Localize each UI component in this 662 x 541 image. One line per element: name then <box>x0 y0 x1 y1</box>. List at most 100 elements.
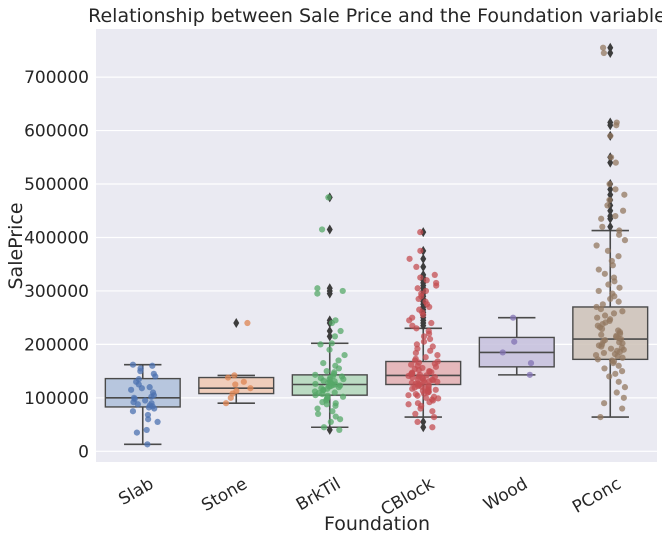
data-point <box>129 361 137 368</box>
data-point <box>224 374 232 381</box>
data-point <box>341 351 348 359</box>
data-point <box>332 400 339 407</box>
data-point <box>527 360 535 367</box>
data-point <box>615 362 622 369</box>
y-tick-label: 100000 <box>24 389 89 409</box>
data-point <box>412 355 419 362</box>
data-point <box>618 368 626 375</box>
points-brktil <box>311 194 348 434</box>
data-point <box>233 387 240 395</box>
data-point <box>433 279 440 287</box>
y-tick-label: 600000 <box>24 122 89 142</box>
data-point <box>339 393 347 400</box>
data-point <box>154 418 161 426</box>
data-point <box>606 316 614 323</box>
data-point <box>430 393 438 400</box>
data-point <box>327 418 334 426</box>
data-point <box>614 347 621 354</box>
data-point <box>607 345 615 352</box>
data-point <box>332 413 339 420</box>
data-point <box>244 319 251 327</box>
data-point <box>331 333 339 340</box>
data-point <box>615 327 622 334</box>
data-point <box>412 410 419 417</box>
data-point <box>604 202 611 209</box>
data-point <box>616 284 623 291</box>
data-point <box>429 408 436 415</box>
box-wood <box>478 316 555 376</box>
data-point <box>314 290 321 297</box>
data-point <box>608 154 615 161</box>
data-point <box>412 391 419 398</box>
data-point <box>425 327 432 335</box>
data-point <box>143 426 150 434</box>
data-point <box>419 364 426 372</box>
data-point <box>150 370 157 377</box>
x-tick-label: Wood <box>480 474 531 515</box>
data-point <box>414 418 421 426</box>
points-pconc <box>592 44 629 421</box>
data-point <box>595 266 602 273</box>
data-point <box>613 119 620 126</box>
data-point <box>599 301 606 308</box>
data-point <box>426 368 433 375</box>
data-point <box>594 314 601 321</box>
data-point <box>405 392 412 399</box>
data-point <box>338 373 346 380</box>
outlier-marker <box>607 221 614 232</box>
data-point <box>331 369 338 376</box>
data-point <box>317 341 324 348</box>
data-point <box>312 371 319 378</box>
data-point <box>332 362 339 369</box>
data-point <box>332 317 339 324</box>
data-point <box>595 287 602 295</box>
data-point <box>428 319 435 327</box>
data-point <box>331 378 338 385</box>
data-point <box>610 274 618 281</box>
data-point <box>432 386 439 393</box>
data-point <box>619 207 627 214</box>
data-point <box>339 287 346 295</box>
outlier-marker <box>420 422 427 433</box>
data-point <box>318 226 326 233</box>
data-point <box>323 368 330 375</box>
data-point <box>337 327 344 335</box>
data-point <box>431 271 438 279</box>
data-point <box>406 255 413 262</box>
data-point <box>417 229 424 236</box>
data-point <box>420 333 428 340</box>
data-point <box>324 392 331 399</box>
outlier-marker <box>607 42 614 53</box>
data-point <box>616 227 623 234</box>
data-point <box>314 285 321 292</box>
data-point <box>615 253 622 260</box>
data-point <box>144 411 152 419</box>
outlier-marker <box>233 318 240 329</box>
outlier-marker <box>326 331 333 342</box>
outlier-marker <box>420 416 427 427</box>
x-axis-label: Foundation <box>324 513 430 535</box>
data-point <box>610 310 618 317</box>
data-point <box>621 237 629 244</box>
data-point <box>431 373 438 381</box>
data-point <box>414 400 422 407</box>
y-tick-label: 500000 <box>24 175 89 195</box>
data-point <box>601 400 608 407</box>
data-point <box>600 49 607 57</box>
data-point <box>416 306 423 313</box>
data-point <box>135 376 142 383</box>
outlier-marker <box>326 283 333 294</box>
data-point <box>311 388 319 395</box>
y-tick-label: 200000 <box>24 335 89 355</box>
data-point <box>599 44 607 51</box>
points-slab <box>128 361 161 448</box>
y-tick-labels: 0 100000 200000 300000 400000 500000 600000 700… <box>24 68 89 462</box>
data-point <box>592 351 600 359</box>
data-point <box>326 346 333 353</box>
data-point <box>422 354 429 361</box>
data-point <box>601 365 608 372</box>
data-point <box>612 370 619 377</box>
data-point <box>222 400 230 407</box>
data-point <box>405 401 412 408</box>
data-point <box>606 180 613 188</box>
